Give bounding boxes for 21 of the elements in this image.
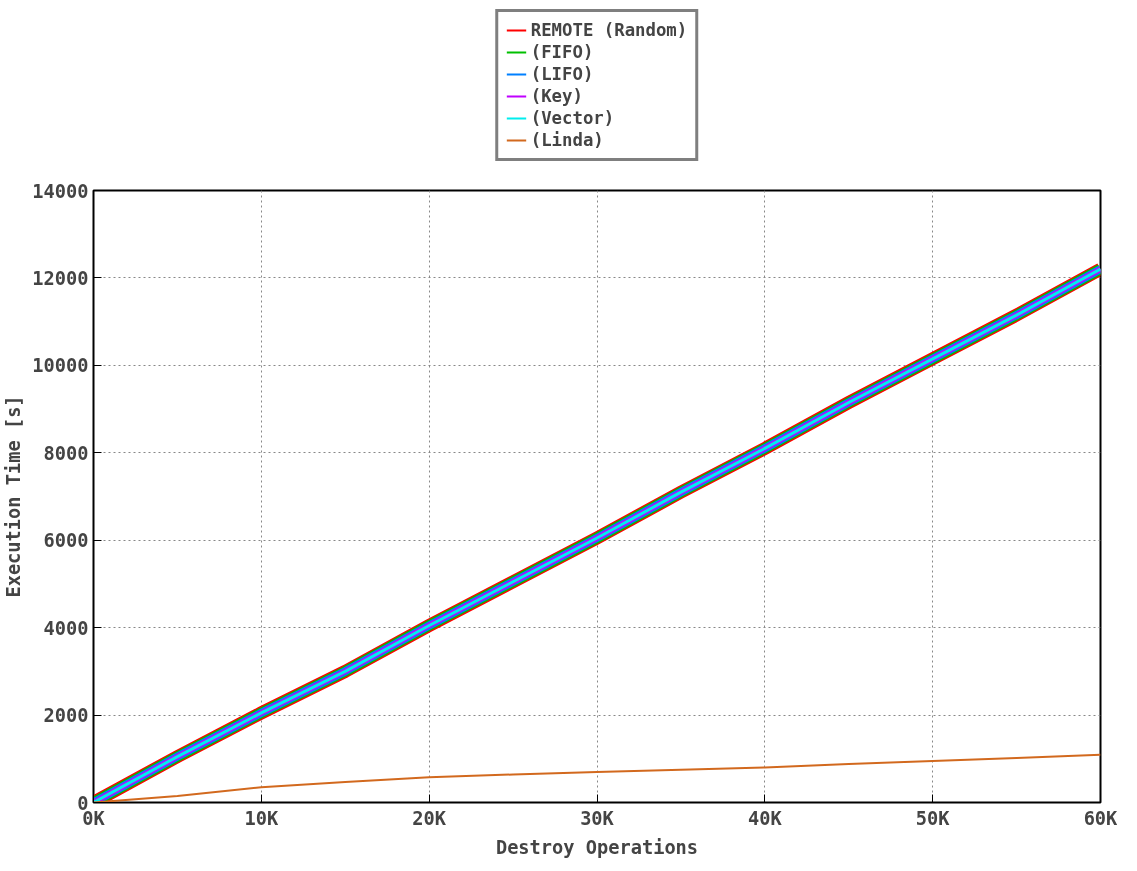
legend-label: (Vector) bbox=[530, 108, 615, 128]
legend-label: (Key) bbox=[530, 86, 583, 106]
legend-label: (Linda) bbox=[530, 130, 604, 150]
x-tick-label: 10K bbox=[244, 807, 279, 829]
y-tick-label: 12000 bbox=[32, 267, 89, 289]
y-tick-label: 10000 bbox=[32, 355, 89, 377]
legend-label: REMOTE (Random) bbox=[530, 20, 688, 40]
y-tick-label: 4000 bbox=[43, 617, 89, 639]
x-tick-label: 20K bbox=[412, 807, 447, 829]
y-tick-label: 6000 bbox=[43, 530, 89, 552]
legend-label: (FIFO) bbox=[530, 42, 594, 62]
x-tick-label: 30K bbox=[580, 807, 615, 829]
x-tick-label: 40K bbox=[747, 807, 783, 829]
legend-label: (LIFO) bbox=[530, 64, 594, 84]
y-tick-label: 14000 bbox=[32, 180, 89, 202]
x-axis-title: Destroy Operations bbox=[495, 836, 699, 858]
y-tick-label: 8000 bbox=[43, 442, 89, 464]
x-tick-label: 50K bbox=[915, 807, 951, 829]
x-tick-label: 60K bbox=[1083, 807, 1119, 829]
y-tick-label: 2000 bbox=[43, 705, 89, 727]
y-axis-title: Execution Time [s] bbox=[3, 395, 25, 598]
